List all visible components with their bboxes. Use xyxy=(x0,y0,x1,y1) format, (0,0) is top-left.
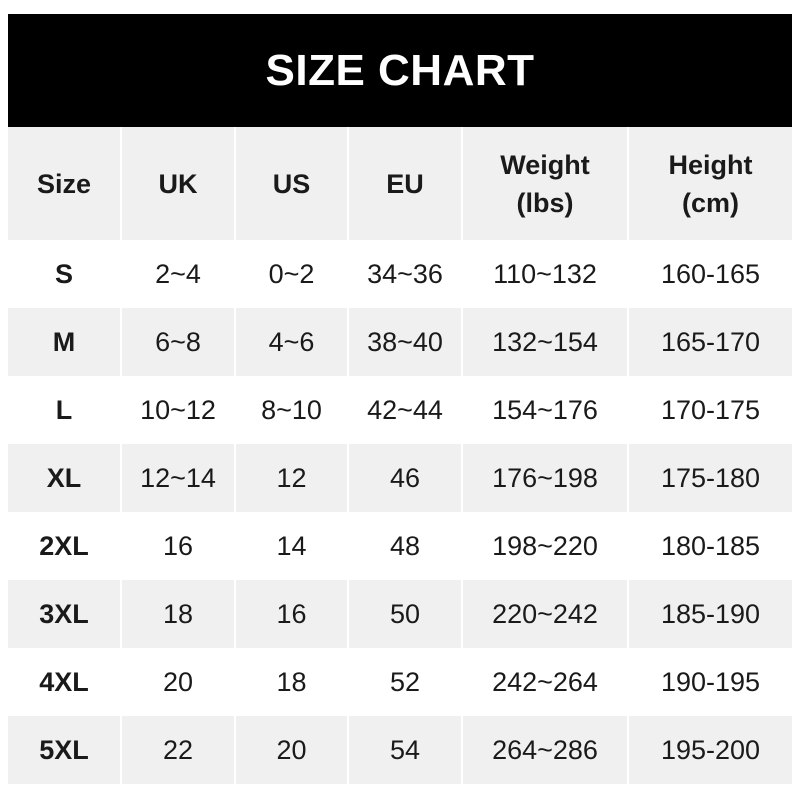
cell-height: 175-180 xyxy=(627,444,792,512)
cell-eu: 34~36 xyxy=(347,240,462,308)
cell-weight: 242~264 xyxy=(461,648,628,716)
cell-uk: 2~4 xyxy=(120,240,235,308)
cell-height: 180-185 xyxy=(627,512,792,580)
table-body: S 2~4 0~2 34~36 110~132 160-165 M 6~8 4~6 38~40 13… xyxy=(8,240,792,784)
header-eu: EU xyxy=(347,127,462,240)
header-height-text: Height xyxy=(668,149,753,180)
cell-height: 170-175 xyxy=(627,376,792,444)
header-eu-text: EU xyxy=(386,168,424,199)
size-table: Size UK US EU Weight (lbs) Height (cm) S 2~4 0~2 3… xyxy=(8,127,792,784)
table-row: M 6~8 4~6 38~40 132~154 165-170 xyxy=(8,308,792,376)
cell-weight: 198~220 xyxy=(461,512,628,580)
header-weight: Weight (lbs) xyxy=(461,127,628,240)
cell-us: 4~6 xyxy=(234,308,348,376)
table-row: 3XL 18 16 50 220~242 185-190 xyxy=(8,580,792,648)
cell-weight: 176~198 xyxy=(461,444,628,512)
cell-size: M xyxy=(8,308,121,376)
table-row: S 2~4 0~2 34~36 110~132 160-165 xyxy=(8,240,792,308)
header-uk: UK xyxy=(120,127,235,240)
cell-height: 190-195 xyxy=(627,648,792,716)
cell-weight: 110~132 xyxy=(461,240,628,308)
cell-height: 165-170 xyxy=(627,308,792,376)
header-height-text: (cm) xyxy=(681,187,739,218)
cell-eu: 48 xyxy=(347,512,462,580)
cell-uk: 16 xyxy=(120,512,235,580)
cell-height: 160-165 xyxy=(627,240,792,308)
table-row: 5XL 22 20 54 264~286 195-200 xyxy=(8,716,792,784)
cell-eu: 52 xyxy=(347,648,462,716)
cell-weight: 132~154 xyxy=(461,308,628,376)
cell-us: 12 xyxy=(234,444,348,512)
cell-size: L xyxy=(55,394,73,425)
header-row: Size UK US EU Weight (lbs) Height (cm) xyxy=(8,127,792,240)
cell-weight: 220~242 xyxy=(461,580,628,648)
header-uk-text: UK xyxy=(158,168,198,199)
header-size-text: Size xyxy=(36,168,92,199)
header-height: Height (cm) xyxy=(627,127,792,240)
table-row: XL 12~14 12 46 176~198 175-180 xyxy=(8,444,792,512)
cell-uk: 6~8 xyxy=(120,308,235,376)
header-size: Size xyxy=(8,127,121,240)
cell-size: 3XL xyxy=(8,580,121,648)
cell-us: 20 xyxy=(234,716,348,784)
table-row: 4XL 20 18 52 242~264 190-195 xyxy=(8,648,792,716)
cell-height: 195-200 xyxy=(627,716,792,784)
cell-us: 16 xyxy=(234,580,348,648)
header-weight-text: (lbs) xyxy=(516,187,574,218)
cell-eu: 50 xyxy=(347,580,462,648)
cell-eu: 42~44 xyxy=(347,376,462,444)
cell-size: 4XL xyxy=(39,666,89,697)
cell-us: 18 xyxy=(234,648,348,716)
cell-us: 8~10 xyxy=(234,376,348,444)
cell-eu: 46 xyxy=(347,444,462,512)
header-weight-text: Weight xyxy=(500,149,590,180)
cell-us: 14 xyxy=(234,512,348,580)
cell-height: 185-190 xyxy=(627,580,792,648)
cell-uk: 18 xyxy=(120,580,235,648)
cell-weight: 154~176 xyxy=(461,376,628,444)
cell-size: XL xyxy=(8,444,121,512)
cell-size: S xyxy=(54,258,73,289)
cell-uk: 22 xyxy=(120,716,235,784)
table-row: 2XL 16 14 48 198~220 180-185 xyxy=(8,512,792,580)
cell-weight: 264~286 xyxy=(461,716,628,784)
page-title: SIZE CHART xyxy=(8,14,792,127)
cell-size: 2XL xyxy=(39,530,89,561)
header-us: US xyxy=(234,127,348,240)
cell-eu: 38~40 xyxy=(347,308,462,376)
cell-uk: 12~14 xyxy=(120,444,235,512)
cell-uk: 20 xyxy=(120,648,235,716)
table-row: L 10~12 8~10 42~44 154~176 170-175 xyxy=(8,376,792,444)
cell-size: 5XL xyxy=(8,716,121,784)
cell-us: 0~2 xyxy=(234,240,348,308)
cell-uk: 10~12 xyxy=(120,376,235,444)
cell-eu: 54 xyxy=(347,716,462,784)
header-us-text: US xyxy=(272,168,311,199)
